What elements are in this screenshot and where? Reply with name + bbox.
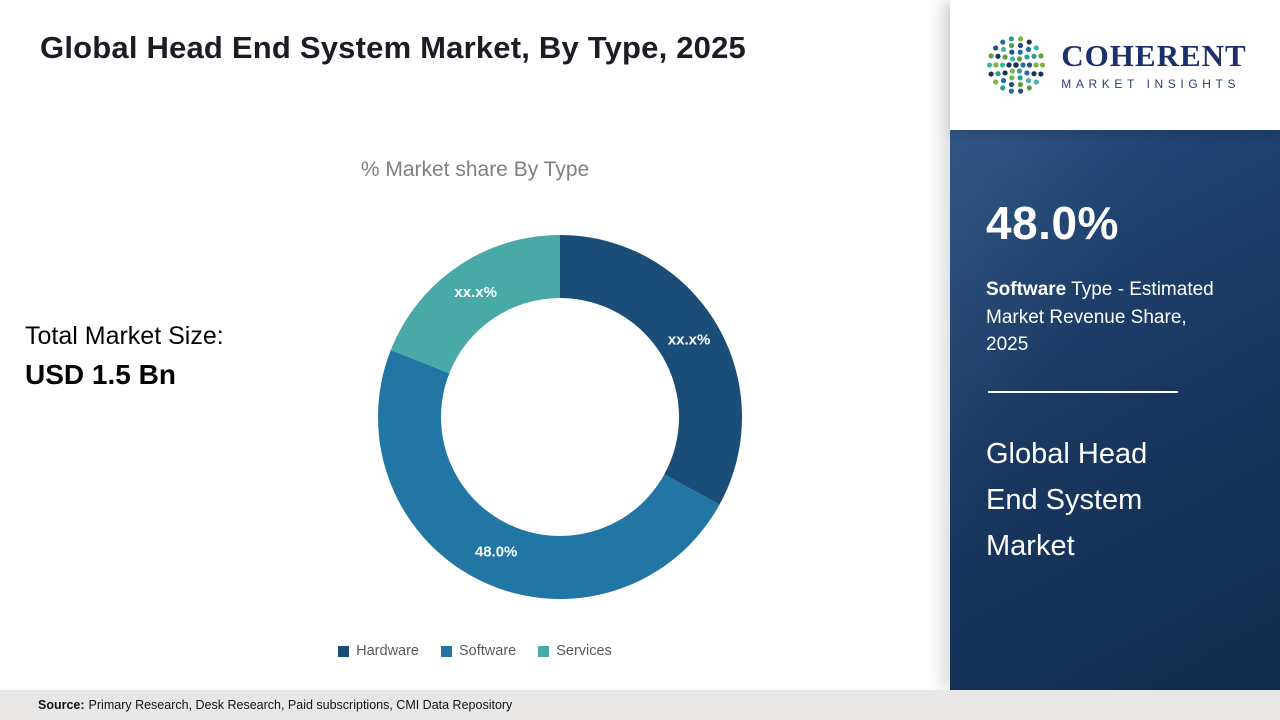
legend-swatch <box>538 645 550 657</box>
legend-item-software: Software <box>441 643 516 659</box>
total-market-size-label: Total Market Size: <box>25 322 224 350</box>
legend-label: Software <box>459 643 517 659</box>
legend-swatch <box>338 645 350 657</box>
chart-title: % Market share By Type <box>360 158 590 181</box>
slice-hardware <box>560 235 742 505</box>
chart-legend: Hardware Software Services <box>0 643 950 659</box>
legend-swatch <box>441 645 452 657</box>
donut-chart: xx.x% 48.0% xx.x% <box>378 235 742 599</box>
slice-services <box>390 235 560 374</box>
stat-description-bold: Software <box>986 279 1067 300</box>
page-title: Global Head End System Market, By Type, … <box>40 30 746 65</box>
legend-label: Hardware <box>356 643 419 659</box>
slice-label-services: xx.x% <box>454 284 497 301</box>
source-bar: Source: Primary Research, Desk Research,… <box>0 690 1280 720</box>
stat-description-rest: Type - Estimated Market Revenue Share, 2… <box>986 279 1214 356</box>
highlight-stat-description: Software Type - Estimated Market Revenue… <box>986 276 1226 359</box>
source-text: Primary Research, Desk Research, Paid su… <box>88 698 513 712</box>
divider <box>988 390 1178 393</box>
donut-svg: xx.x% 48.0% xx.x% <box>378 235 742 599</box>
slice-software <box>378 350 720 599</box>
logo-name: COHERENT <box>1061 37 1247 73</box>
highlight-stat-value: 48.0% <box>986 197 1119 249</box>
logo-text: COHERENT MARKET INSIGHTS <box>1061 40 1246 91</box>
legend-item-services: Services <box>538 643 612 659</box>
legend-item-hardware: Hardware <box>338 643 419 659</box>
main-area: Global Head End System Market, By Type, … <box>0 30 950 659</box>
total-market-size: Total Market Size: USD 1.5 Bn <box>25 322 224 391</box>
total-market-size-value: USD 1.5 Bn <box>25 359 176 390</box>
logo-subtitle: MARKET INSIGHTS <box>1061 76 1241 91</box>
dot-globe-icon <box>987 36 1046 94</box>
panel-body: 48.0% Software Type - Estimated Market R… <box>950 130 1280 690</box>
logo: COHERENT MARKET INSIGHTS <box>950 0 1280 130</box>
brand-panel: COHERENT MARKET INSIGHTS 48.0% Software … <box>950 0 1280 690</box>
slice-label-software: 48.0% <box>475 544 518 561</box>
legend-label: Services <box>556 643 612 659</box>
report-title: Global Head End System Market <box>986 437 1148 563</box>
source-label: Source: <box>38 698 85 712</box>
slice-label-hardware: xx.x% <box>668 332 711 349</box>
